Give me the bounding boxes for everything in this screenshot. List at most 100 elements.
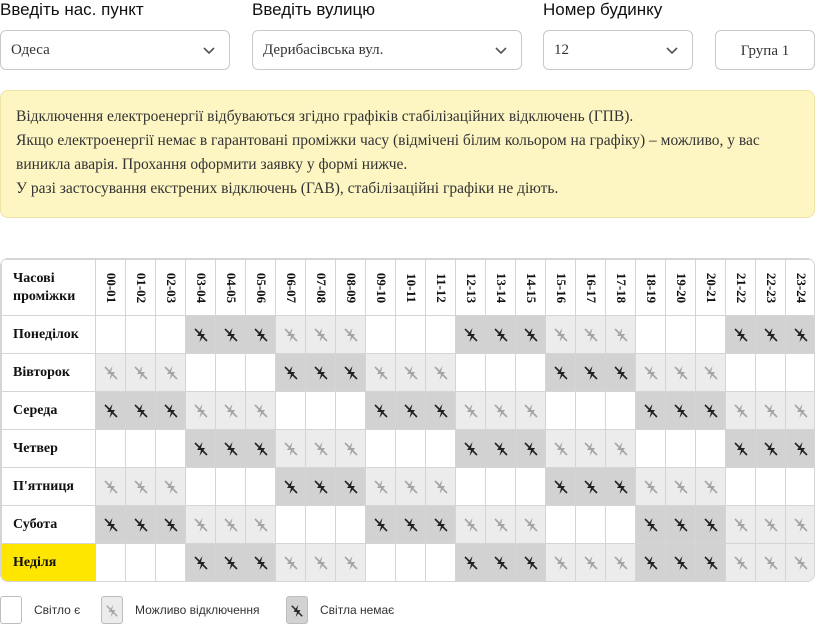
lightning-off-faded-icon <box>643 479 658 494</box>
notice-line: Відключення електроенергії відбуваються … <box>16 108 634 125</box>
lightning-off-faded-icon <box>523 403 538 418</box>
slot-power-on <box>425 543 456 581</box>
group-button[interactable]: Група 1 <box>715 30 815 70</box>
slot-maybe-outage <box>185 505 216 544</box>
slot-maybe-outage <box>695 467 726 506</box>
lightning-off-faded-icon <box>583 441 598 456</box>
slot-power-on <box>125 429 156 468</box>
legend-no-power-label: Світла немає <box>320 603 395 617</box>
slot-power-on <box>245 467 276 506</box>
hour-label: 03-04 <box>194 272 210 303</box>
hour-label: 15-16 <box>554 272 570 303</box>
slot-maybe-outage <box>725 543 756 581</box>
slot-no-power <box>305 353 336 392</box>
chevron-down-icon <box>666 47 678 55</box>
lightning-off-faded-icon <box>403 479 418 494</box>
slot-maybe-outage <box>275 429 306 468</box>
slot-no-power <box>605 353 636 392</box>
hour-label: 13-14 <box>494 272 510 303</box>
slot-no-power <box>515 429 546 468</box>
lightning-off-icon <box>133 403 148 418</box>
hour-label: 17-18 <box>614 272 630 303</box>
slot-maybe-outage <box>335 543 366 581</box>
slot-no-power <box>125 391 156 430</box>
legend-power-on-label: Світло є <box>34 603 81 617</box>
lightning-off-icon <box>493 555 508 570</box>
slot-no-power <box>695 543 726 581</box>
lightning-off-icon <box>523 555 538 570</box>
slot-no-power <box>785 315 814 354</box>
slot-no-power <box>245 543 276 581</box>
slot-no-power <box>485 315 516 354</box>
slot-maybe-outage <box>245 505 276 544</box>
slot-no-power <box>695 391 726 430</box>
slot-no-power <box>245 315 276 354</box>
hour-header: 06-07 <box>275 259 306 316</box>
slot-maybe-outage <box>725 505 756 544</box>
slot-no-power <box>665 391 696 430</box>
lightning-off-icon <box>223 441 238 456</box>
lightning-off-icon <box>763 441 778 456</box>
hour-header: 02-03 <box>155 259 186 316</box>
slot-power-on <box>275 505 306 544</box>
slot-maybe-outage <box>335 429 366 468</box>
lightning-off-icon <box>673 403 688 418</box>
lightning-off-icon <box>283 479 298 494</box>
lightning-off-faded-icon <box>493 403 508 418</box>
slot-maybe-outage <box>665 467 696 506</box>
lightning-off-faded-icon <box>703 479 718 494</box>
notice-line: У разі застосування екстрених відключень… <box>16 180 559 197</box>
hour-label: 06-07 <box>284 272 300 303</box>
hour-header: 20-21 <box>695 259 726 316</box>
slot-maybe-outage <box>455 391 486 430</box>
lightning-off-icon <box>163 403 178 418</box>
slot-no-power <box>155 505 186 544</box>
slot-power-on <box>305 505 336 544</box>
lightning-off-icon <box>643 517 658 532</box>
hour-label: 12-13 <box>464 272 480 303</box>
slot-maybe-outage <box>785 505 814 544</box>
house-select[interactable]: 12 <box>543 30 693 70</box>
slot-no-power <box>575 353 606 392</box>
slot-no-power <box>635 543 666 581</box>
lightning-off-faded-icon <box>793 517 808 532</box>
slot-no-power <box>455 315 486 354</box>
legend-power-on-swatch <box>0 596 22 624</box>
city-select[interactable]: Одеса <box>0 30 230 70</box>
lightning-off-icon <box>463 441 478 456</box>
slot-no-power <box>605 467 636 506</box>
lightning-off-faded-icon <box>433 479 448 494</box>
lightning-off-icon <box>523 441 538 456</box>
lightning-off-faded-icon <box>103 479 118 494</box>
lightning-off-icon <box>373 403 388 418</box>
slot-no-power <box>125 505 156 544</box>
slot-power-on <box>365 429 396 468</box>
day-name: Понеділок <box>1 315 96 354</box>
slot-maybe-outage <box>95 467 126 506</box>
slot-no-power <box>215 429 246 468</box>
slot-maybe-outage <box>245 391 276 430</box>
hour-label: 16-17 <box>584 272 600 303</box>
slot-maybe-outage <box>125 467 156 506</box>
hour-header: 12-13 <box>455 259 486 316</box>
street-select[interactable]: Дерибасівська вул. <box>252 30 522 70</box>
hour-label: 05-06 <box>254 272 270 303</box>
slot-maybe-outage <box>125 353 156 392</box>
slot-maybe-outage <box>605 429 636 468</box>
slot-power-on <box>425 315 456 354</box>
lightning-off-faded-icon <box>223 517 238 532</box>
slot-no-power <box>725 315 756 354</box>
lightning-off-faded-icon <box>583 327 598 342</box>
slot-no-power <box>365 391 396 430</box>
lightning-off-faded-icon <box>343 327 358 342</box>
slot-no-power <box>455 429 486 468</box>
lightning-off-icon <box>403 517 418 532</box>
day-row: Четвер <box>1 429 814 468</box>
street-label: Введіть вулицю <box>252 0 376 19</box>
lightning-off-icon <box>553 479 568 494</box>
city-label: Введіть нас. пункт <box>0 0 144 19</box>
day-row: П'ятниця <box>1 467 814 506</box>
hour-header: 10-11 <box>395 259 426 316</box>
slot-maybe-outage <box>485 391 516 430</box>
hour-header: 08-09 <box>335 259 366 316</box>
